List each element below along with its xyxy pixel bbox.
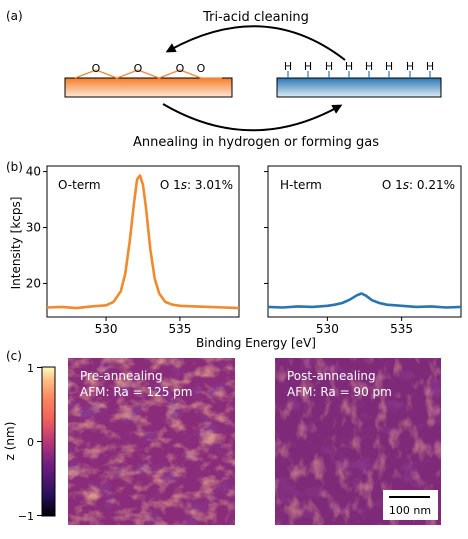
panel-a: (a) Tri-acid cleaning Annealing in hydro…: [6, 9, 442, 150]
panel-b: (b) Intensity [kcps] Binding Energy [eV]…: [6, 160, 462, 350]
left-plot-peak: O 1s: 3.01%: [160, 178, 233, 192]
scalebar-box: [383, 490, 438, 520]
h-atom-6: H: [385, 60, 393, 73]
h-atom-1: H: [284, 60, 292, 73]
chart-left: 530 535 20 30 40: [26, 165, 240, 336]
arrow-annealing: [162, 103, 343, 132]
o-atom-1: O: [92, 62, 101, 75]
colorbar-tick-min: −1: [18, 510, 34, 523]
right-plot-peak: O 1s: 0.21%: [382, 178, 455, 192]
colorbar: [41, 366, 56, 517]
post-annealing-ra: AFM: Ra = 90 pm: [287, 385, 392, 399]
left-plot-name: O-term: [58, 178, 101, 192]
o-atom-2: O: [134, 62, 143, 75]
afm-image-pre: [68, 358, 235, 525]
right-x-tick-label-0: 530: [316, 322, 339, 336]
h-bonds: [287, 71, 431, 78]
colorbar-tick-zero: 0: [27, 436, 34, 449]
panel-b-label: (b): [6, 160, 23, 174]
left-x-tick-label-0: 530: [95, 322, 118, 336]
y-axis-label: Intensity [kcps]: [9, 197, 23, 290]
panel-c: (c) 1 0 −1 z (nm) Pre-annealing AFM: Ra …: [3, 349, 441, 525]
left-y-tick-label-0: 20: [26, 276, 41, 290]
panel-c-label: (c): [6, 349, 22, 363]
x-axis-label: Binding Energy [eV]: [196, 336, 316, 350]
afm-image-post: [275, 358, 441, 525]
bottom-arrow-label: Annealing in hydrogen or forming gas: [133, 135, 379, 150]
colorbar-label: z (nm): [3, 422, 17, 461]
scalebar-label: 100 nm: [389, 504, 431, 517]
top-arrow-label: Tri-acid cleaning: [202, 10, 309, 25]
h-atom-8: H: [426, 60, 434, 73]
pre-annealing-ra: AFM: Ra = 125 pm: [80, 385, 192, 399]
plot-frame-right: [267, 165, 462, 318]
h-atom-7: H: [406, 60, 414, 73]
right-plot-name: H-term: [280, 178, 322, 192]
h-terminated-slab: [276, 77, 442, 98]
left-x-tick-label-1: 535: [168, 322, 191, 336]
panel-a-label: (a): [6, 9, 23, 23]
post-annealing-title: Post-annealing: [287, 369, 376, 383]
pre-annealing-title: Pre-annealing: [80, 369, 163, 383]
o-atom-3: O: [176, 62, 185, 75]
left-y-tick-label-1: 30: [26, 221, 41, 235]
o-atom-4: O: [197, 62, 206, 75]
plot-frame-left: [46, 165, 240, 318]
right-x-tick-label-1: 535: [390, 322, 413, 336]
o-bridge-bonds: [74, 69, 222, 79]
left-spectrum-line-0: [46, 174, 240, 310]
right-spectrum-line-0: [267, 292, 462, 309]
arrow-tri-acid: [165, 25, 346, 61]
left-y-tick-label-2: 40: [26, 165, 41, 179]
h-atom-4: H: [345, 60, 353, 73]
h-atom-5: H: [365, 60, 373, 73]
o-terminated-slab: [64, 77, 233, 98]
colorbar-tick-max: 1: [27, 362, 34, 375]
chart-right: 530 535: [264, 171, 462, 336]
h-atom-3: H: [325, 60, 333, 73]
h-atom-2: H: [304, 60, 312, 73]
